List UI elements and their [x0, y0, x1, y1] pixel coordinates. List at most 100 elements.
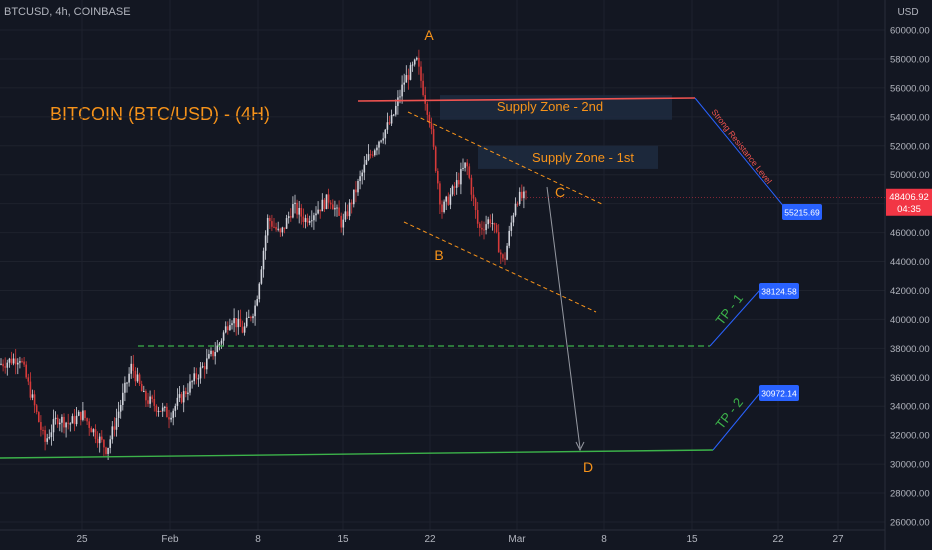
candle-body — [426, 103, 429, 115]
candle-body — [437, 171, 439, 184]
candle-body — [361, 172, 363, 177]
candle-body — [451, 186, 454, 195]
candle-body — [353, 189, 355, 205]
candle-body — [214, 351, 216, 357]
candle-body — [185, 391, 187, 395]
candle-body — [256, 299, 258, 306]
candle-body — [298, 207, 300, 215]
candle-body — [317, 209, 319, 214]
candle-body — [386, 122, 389, 130]
candle-body — [19, 361, 21, 363]
candle-body — [63, 416, 65, 428]
candle-body — [151, 396, 153, 399]
candle-body — [420, 66, 422, 81]
candle-body — [430, 123, 433, 130]
candle-body — [243, 326, 246, 333]
supply-zone-2nd-label: Supply Zone - 2nd — [497, 99, 603, 114]
candle-body — [340, 215, 342, 228]
candle-body — [455, 180, 458, 188]
candle-body — [460, 169, 462, 185]
candle-body — [405, 75, 408, 83]
candle-body — [462, 167, 464, 170]
candle-body — [411, 64, 414, 66]
candle-body — [48, 436, 51, 439]
candle-body — [206, 358, 208, 370]
candle-body — [157, 410, 160, 412]
candle-body — [241, 326, 244, 333]
tp2-connector — [712, 392, 761, 451]
x-tick-label: 8 — [255, 534, 261, 545]
candle-body — [23, 361, 25, 365]
candle-body — [424, 95, 426, 104]
candle-body — [306, 218, 309, 223]
x-tick-label: 27 — [832, 534, 844, 545]
resistance-price-badge-bg — [782, 204, 822, 220]
candle-body — [143, 391, 145, 393]
candle-body — [86, 418, 88, 422]
candle-body — [90, 427, 93, 433]
candle-body — [153, 398, 156, 406]
supply-zone-1st-label: Supply Zone - 1st — [532, 150, 634, 165]
candle-body — [222, 332, 225, 341]
y-tick-label: 36000.00 — [890, 373, 930, 384]
candle-body — [197, 378, 200, 380]
candle-body — [487, 219, 489, 225]
candle-body — [313, 215, 315, 221]
candle-body — [191, 381, 193, 383]
y-tick-label: 26000.00 — [890, 518, 930, 529]
candle-body — [428, 114, 431, 124]
candle-body — [199, 367, 202, 379]
candle-body — [122, 392, 124, 405]
candle-body — [220, 340, 223, 344]
candle-body — [399, 96, 401, 98]
candle-body — [38, 412, 40, 423]
candle-body — [514, 203, 517, 216]
candle-body — [504, 258, 506, 260]
candle-body — [216, 345, 219, 352]
candle-body — [82, 410, 84, 420]
resistance-line — [357, 97, 696, 102]
candle-body — [140, 383, 143, 392]
candle-body — [302, 216, 305, 222]
candle-body — [357, 181, 359, 193]
candle-body — [50, 432, 53, 437]
candle-body — [323, 199, 326, 210]
resistance-label: Strong Resistance Level — [709, 107, 774, 186]
candle-body — [275, 227, 277, 230]
candle-body — [67, 422, 69, 424]
candle-body — [258, 283, 261, 300]
candle-body — [176, 397, 179, 406]
candle-body — [432, 129, 435, 147]
candle-body — [434, 146, 437, 172]
candle-body — [71, 416, 74, 424]
x-tick-label: Feb — [161, 534, 179, 545]
candle-body — [468, 166, 471, 178]
candle-body — [474, 198, 477, 211]
tp1-connector — [709, 289, 761, 347]
y-tick-label: 46000.00 — [890, 228, 930, 239]
candle-body — [390, 114, 393, 124]
candle-body — [138, 374, 141, 384]
candle-body — [483, 229, 485, 231]
candle-body — [300, 207, 303, 217]
candle-body — [479, 223, 481, 228]
candle-body — [119, 404, 122, 412]
candle-body — [378, 141, 380, 148]
candle-body — [231, 323, 233, 326]
candle-body — [292, 204, 294, 218]
candle-body — [319, 209, 321, 212]
candle-body — [210, 350, 212, 355]
candle-body — [159, 410, 162, 412]
candle-countdown: 04:35 — [897, 204, 921, 215]
candle-body — [374, 150, 376, 156]
projection-arrow — [546, 186, 581, 449]
candle-body — [111, 426, 114, 440]
candle-body — [40, 422, 42, 430]
x-tick-label: 22 — [424, 534, 436, 545]
candle-body — [336, 207, 338, 209]
candle-body — [495, 224, 498, 233]
candle-body — [359, 176, 361, 182]
candle-body — [376, 147, 378, 151]
y-tick-label: 44000.00 — [890, 257, 930, 268]
